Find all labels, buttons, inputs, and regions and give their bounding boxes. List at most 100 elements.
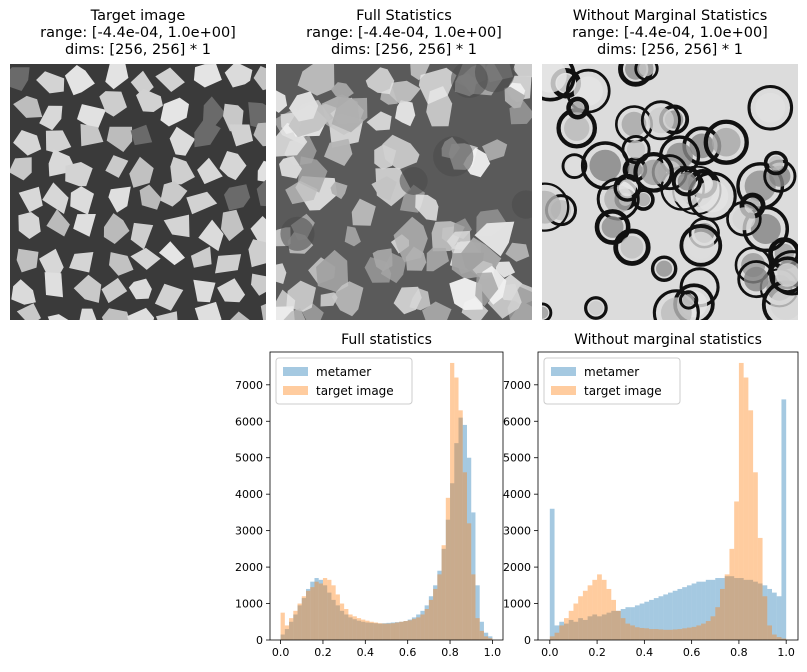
- blob-fill: [621, 111, 647, 137]
- mosaic-tile: [129, 156, 154, 188]
- blob-outline: [561, 153, 588, 180]
- mosaic-tile: [253, 66, 266, 91]
- histogram-bar: [356, 618, 362, 640]
- histogram-bar: [762, 585, 768, 640]
- texture-patch: [330, 82, 354, 98]
- blob-outline: [726, 200, 762, 237]
- blob-outline: [580, 141, 630, 190]
- histogram-bar: [630, 625, 635, 640]
- histogram-bar: [403, 621, 408, 640]
- histogram-bar: [762, 596, 768, 640]
- histogram-bar: [720, 578, 725, 640]
- mosaic-tile: [18, 212, 41, 239]
- mosaic-tile: [198, 219, 224, 252]
- histogram-bar: [306, 590, 311, 640]
- mosaic-tile: [130, 70, 154, 98]
- texture-patch: [276, 90, 288, 113]
- histogram-bar: [488, 638, 493, 640]
- series-1: [280, 362, 493, 640]
- mosaic-tile: [160, 97, 189, 127]
- y-tick-label: 0: [524, 634, 531, 647]
- histogram-bar: [386, 622, 391, 640]
- x-tick-label: 0.0: [541, 646, 559, 659]
- histogram-bar: [441, 545, 446, 640]
- chart-title: Without marginal statistics: [574, 332, 762, 348]
- histogram-bar: [738, 578, 744, 640]
- texture-patch: [513, 64, 532, 78]
- mosaic-tile: [139, 184, 162, 210]
- histogram-bar: [314, 581, 319, 640]
- blob-fill: [711, 127, 741, 157]
- texture-shadow: [511, 190, 532, 219]
- target-image: [10, 64, 266, 320]
- blob-fill: [542, 190, 562, 224]
- texture-patch: [365, 67, 395, 95]
- histogram-bar: [373, 622, 379, 640]
- y-tick-label: 3000: [503, 525, 531, 538]
- mosaic-tile: [130, 222, 154, 250]
- without-marginal-statistics-histogram: Without marginal statistics 0.0 0.2 0.4 0.6 0…: [503, 332, 799, 659]
- x-tick-label: 0.2: [314, 646, 332, 659]
- blob-fill: [770, 288, 798, 320]
- histogram-bar: [331, 599, 336, 640]
- texture-patch: [366, 111, 392, 131]
- histogram-bar: [573, 603, 579, 640]
- histogram-bar: [738, 362, 744, 640]
- histogram-bar: [441, 548, 446, 640]
- target-image-title: Target image range: [-4.4e-04, 1.0e+00] …: [10, 8, 266, 59]
- title-line-2: range: [-4.4e-04, 1.0e+00]: [306, 25, 502, 41]
- histogram-bar: [677, 588, 683, 640]
- legend-swatch: [283, 386, 308, 395]
- blob-outline: [633, 152, 674, 193]
- mosaic-tile: [248, 239, 266, 268]
- axes-frame: [269, 351, 504, 641]
- mosaic-tile: [16, 303, 41, 320]
- histogram-bar: [280, 634, 285, 640]
- histogram-bar: [479, 630, 484, 640]
- mosaic-tile: [219, 151, 247, 181]
- histogram-bar: [369, 621, 374, 640]
- histogram-bar: [356, 620, 362, 640]
- histogram-bar: [378, 623, 383, 640]
- histogram-bar: [606, 612, 612, 640]
- blob-fill: [656, 260, 673, 277]
- mosaic-tile: [224, 184, 251, 211]
- mosaic-tile: [130, 247, 161, 270]
- blob-outline: [650, 255, 678, 282]
- mosaic-tile: [220, 209, 244, 242]
- histogram-bar: [445, 497, 451, 640]
- blob-fill: [620, 235, 644, 259]
- histogram-bar: [734, 578, 739, 640]
- mosaic-tile: [64, 65, 95, 96]
- full-statistics-histogram: Full statistics 0.0 0.2 0.4 0.6 0.8 1.0 0 1000 20…: [235, 332, 504, 659]
- y-tick-label: 6000: [235, 415, 263, 428]
- texture-patch: [297, 64, 335, 96]
- histogram-bar: [649, 599, 654, 640]
- blob-fill: [542, 306, 549, 319]
- mosaic-texture: [10, 64, 266, 320]
- blob-fill: [750, 213, 781, 244]
- mosaic-tile: [46, 209, 70, 237]
- texture-patch: [474, 221, 515, 257]
- y-tick-label: 4000: [503, 488, 531, 501]
- histogram-bar: [582, 590, 588, 640]
- histogram-bar: [322, 585, 328, 640]
- texture-patch: [371, 176, 397, 201]
- histogram-bar: [369, 622, 374, 640]
- histogram-bar: [559, 625, 564, 640]
- blob-outline: [737, 260, 776, 299]
- histogram-bar: [407, 620, 412, 640]
- y-tick-label: 4000: [235, 488, 263, 501]
- histogram-bar: [611, 599, 616, 640]
- histogram-bar: [416, 617, 421, 640]
- y-tick-label: 7000: [503, 379, 531, 392]
- mosaic-tile: [170, 156, 195, 185]
- histogram-bar: [390, 622, 395, 640]
- texture-patch: [324, 138, 353, 166]
- histogram-bar: [318, 583, 323, 640]
- title-line-3: dims: [256, 256] * 1: [331, 42, 477, 58]
- histogram-bar: [597, 574, 602, 640]
- texture-patch: [409, 288, 431, 311]
- histogram-bar: [658, 629, 664, 640]
- histogram-bar: [488, 636, 493, 640]
